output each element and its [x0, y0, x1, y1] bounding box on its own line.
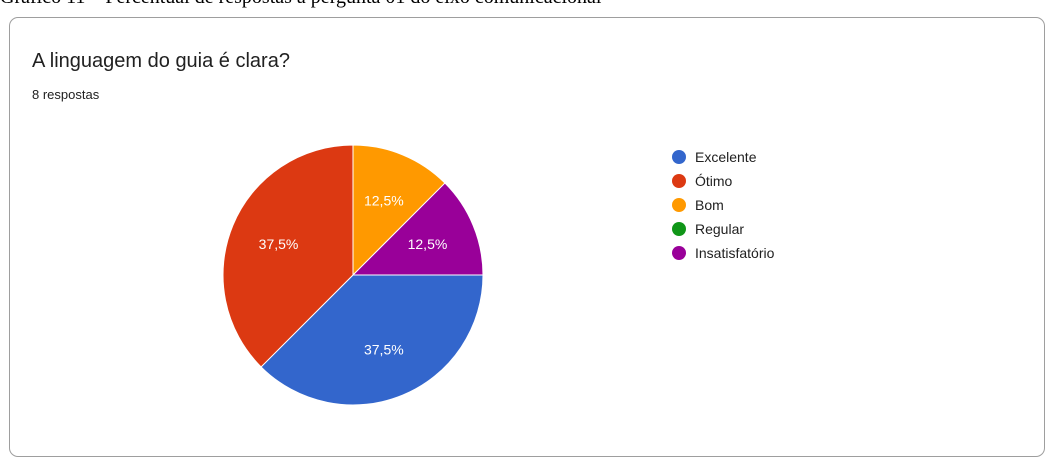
legend-label: Insatisfatório	[695, 245, 775, 261]
slice-label-bom: 12,5%	[364, 193, 404, 209]
legend-swatch	[672, 198, 686, 212]
response-count: 8 respostas	[32, 87, 100, 102]
legend-item-otimo[interactable]: Ótimo	[672, 169, 774, 193]
legend-label: Excelente	[695, 149, 757, 165]
legend-swatch	[672, 150, 686, 164]
legend-label: Bom	[695, 197, 724, 213]
chart-title: A linguagem do guia é clara?	[32, 50, 290, 72]
chart-card	[9, 17, 1045, 457]
slice-label-insatisfatorio: 12,5%	[408, 236, 448, 252]
legend-swatch	[672, 246, 686, 260]
chart-legend: Excelente Ótimo Bom Regular Insatisfatório	[672, 145, 774, 265]
legend-item-excelente[interactable]: Excelente	[672, 145, 774, 169]
figure-caption: Gráfico 11 – Percentual de respostas à p…	[0, 0, 1047, 9]
legend-item-bom[interactable]: Bom	[672, 193, 774, 217]
pie-slice-excelente[interactable]	[260, 274, 484, 406]
pie-slice-bom[interactable]	[352, 144, 446, 277]
pie-slice-insatisfatorio[interactable]	[351, 182, 484, 276]
legend-label: Regular	[695, 221, 745, 237]
legend-label: Ótimo	[695, 173, 733, 189]
pie-slice-otimo[interactable]	[222, 144, 354, 368]
slice-label-excelente: 37,5%	[364, 341, 404, 357]
legend-swatch	[672, 174, 686, 188]
legend-item-insatisfatorio[interactable]: Insatisfatório	[672, 241, 774, 265]
slice-label-otimo: 37,5%	[259, 236, 299, 252]
legend-swatch	[672, 222, 686, 236]
legend-item-regular[interactable]: Regular	[672, 217, 774, 241]
